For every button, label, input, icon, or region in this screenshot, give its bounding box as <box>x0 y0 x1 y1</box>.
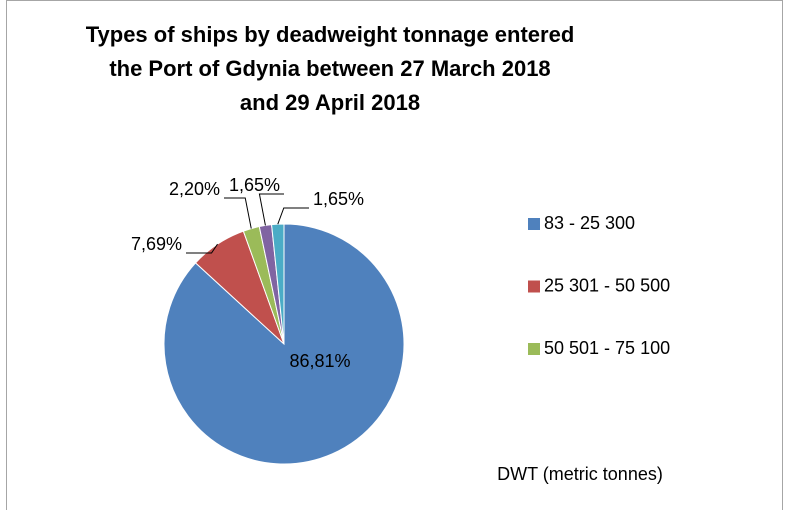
legend-label: 25 301 - 50 500 <box>544 275 670 295</box>
data-label: 7,69% <box>131 234 182 254</box>
leader-line <box>224 197 252 229</box>
legend-label: 83 - 25 300 <box>544 213 635 233</box>
pie-slice <box>163 223 405 465</box>
legend-swatch <box>528 280 540 293</box>
annotation: DWT (metric tonnes) <box>497 464 663 484</box>
chart-border <box>6 0 783 515</box>
data-label: 86,81% <box>289 351 350 371</box>
leader-line <box>277 207 309 225</box>
data-label: 1,65% <box>229 175 280 195</box>
legend-swatch <box>528 218 540 230</box>
leader-line <box>186 243 218 254</box>
chart-title: the Port of Gdynia between 27 March 2018 <box>109 56 550 81</box>
legend-label: 50 501 - 75 100 <box>544 338 670 358</box>
data-label: 2,20% <box>169 179 220 199</box>
chart-title: Types of ships by deadweight tonnage ent… <box>86 22 575 47</box>
chart-title: and 29 April 2018 <box>240 90 420 115</box>
data-label: 1,65% <box>313 189 364 209</box>
legend-swatch <box>528 343 540 355</box>
leader-line <box>258 193 284 226</box>
